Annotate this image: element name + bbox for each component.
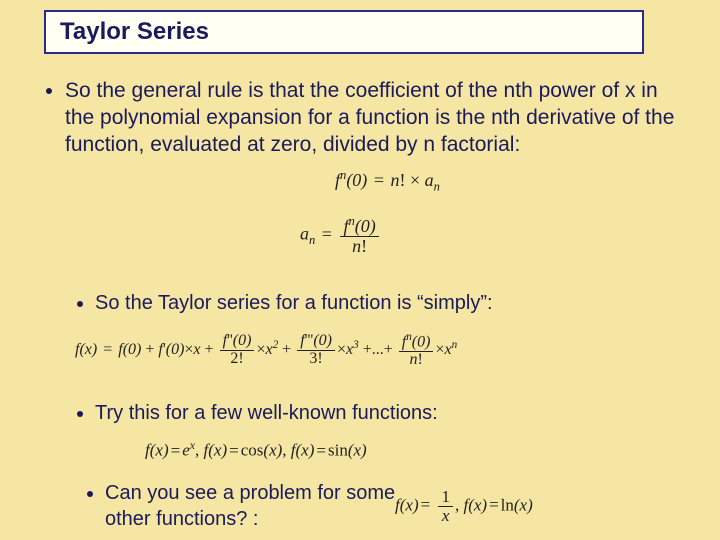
- ex1-e: e: [182, 441, 190, 460]
- ts-p1: +: [145, 341, 154, 358]
- rhs-a: a: [425, 170, 434, 190]
- math-problem: f(x)= 1 x , f(x)=ln(x): [395, 488, 533, 525]
- ts-frac2: f''(0) 2!: [220, 333, 255, 368]
- ex2-a: (x): [208, 441, 227, 460]
- title-box: Taylor Series: [44, 10, 644, 54]
- math-deriv-eq: fn(0) = n! × an: [335, 168, 440, 195]
- ex2-cos: cos: [241, 441, 264, 460]
- ex2-ca: (x): [263, 441, 282, 460]
- bullet-4: Can you see a problem for some other fun…: [105, 480, 425, 532]
- ex3-sin: sin: [328, 441, 348, 460]
- ts-eq: =: [103, 341, 112, 358]
- pr1-a: (x): [400, 495, 419, 514]
- ts-frac3: f'''(0) 3!: [297, 333, 335, 368]
- ts-t2-x: x: [265, 341, 272, 358]
- rhs-bang: !: [399, 170, 405, 190]
- bullet-1-list: So the general rule is that the coeffici…: [45, 78, 680, 159]
- an-fraction: fn(0) n!: [340, 215, 378, 256]
- ts-t2-a: (0): [233, 332, 252, 349]
- ts-tn-x: x: [444, 341, 451, 358]
- bullet-4-list: Can you see a problem for some other fun…: [85, 480, 425, 532]
- ts-lhs-arg: (x): [79, 341, 97, 358]
- pr-den: x: [438, 507, 453, 525]
- pr-ln: ln: [501, 495, 514, 514]
- an-num-arg: (0): [355, 216, 376, 236]
- an-eq: =: [322, 224, 332, 244]
- ts-t3-a: (0): [313, 332, 332, 349]
- ex-c1: ,: [195, 441, 204, 460]
- ts-t2-e: 2: [273, 339, 279, 351]
- an-den-n: n: [352, 236, 361, 256]
- math-examples: f(x)=ex, f(x)=cos(x), f(x)=sin(x): [145, 438, 367, 461]
- ts-p3: +: [282, 341, 291, 358]
- ts-tn-a: (0): [412, 333, 431, 350]
- ex1-eq: =: [171, 441, 181, 460]
- bullet-2: So the Taylor series for a function is “…: [95, 290, 675, 316]
- ts-x3t: ×: [337, 341, 346, 358]
- ts-t3-d: 3!: [297, 351, 335, 368]
- page-title: Taylor Series: [60, 18, 628, 46]
- ts-t3-e: 3: [353, 339, 359, 351]
- math-taylor-series: f(x) = f(0) + f'(0)×x + f''(0) 2! ×x2 + …: [75, 332, 457, 369]
- ts-t0-arg: (0): [123, 341, 142, 358]
- ex3-eq: =: [316, 441, 326, 460]
- ts-t3-p: ''': [305, 332, 314, 349]
- ts-p2: +: [205, 341, 214, 358]
- pr-num: 1: [438, 488, 453, 507]
- an-a: a: [300, 224, 309, 244]
- ts-tn-db: !: [417, 351, 422, 368]
- ts-t2-d: 2!: [220, 351, 255, 368]
- ts-dots: +...+: [363, 341, 393, 358]
- ex2-eq: =: [229, 441, 239, 460]
- eq-sign: =: [374, 170, 384, 190]
- bullet-1: So the general rule is that the coeffici…: [65, 78, 680, 159]
- fn-arg: (0): [346, 170, 367, 190]
- bullet-3-list: Try this for a few well-known functions:: [75, 400, 675, 426]
- bullet-3: Try this for a few well-known functions:: [95, 400, 675, 426]
- ts-t1-arg: (0): [166, 341, 185, 358]
- ex3-sa: (x): [348, 441, 367, 460]
- pr-la: (x): [514, 495, 533, 514]
- ts-tn-e: n: [452, 339, 458, 351]
- rhs-sub: n: [434, 180, 440, 194]
- an-sub: n: [309, 233, 315, 247]
- pr2-eq: =: [489, 495, 499, 514]
- pr2-a: (x): [468, 495, 487, 514]
- bullet-2-list: So the Taylor series for a function is “…: [75, 290, 675, 316]
- pr1-eq: =: [421, 495, 431, 514]
- math-an-frac: an = fn(0) n!: [300, 215, 381, 256]
- ts-t1-x: x: [193, 341, 200, 358]
- an-den-bang: !: [361, 236, 367, 256]
- rhs-times: ×: [410, 170, 420, 190]
- ex3-a: (x): [296, 441, 315, 460]
- pr-frac: 1 x: [438, 488, 453, 525]
- ts-fracn: fn(0) n!: [399, 332, 434, 369]
- ex-c2: ,: [282, 441, 291, 460]
- ex1-a: (x): [150, 441, 169, 460]
